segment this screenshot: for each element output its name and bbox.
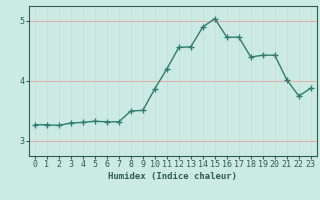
X-axis label: Humidex (Indice chaleur): Humidex (Indice chaleur) xyxy=(108,172,237,181)
